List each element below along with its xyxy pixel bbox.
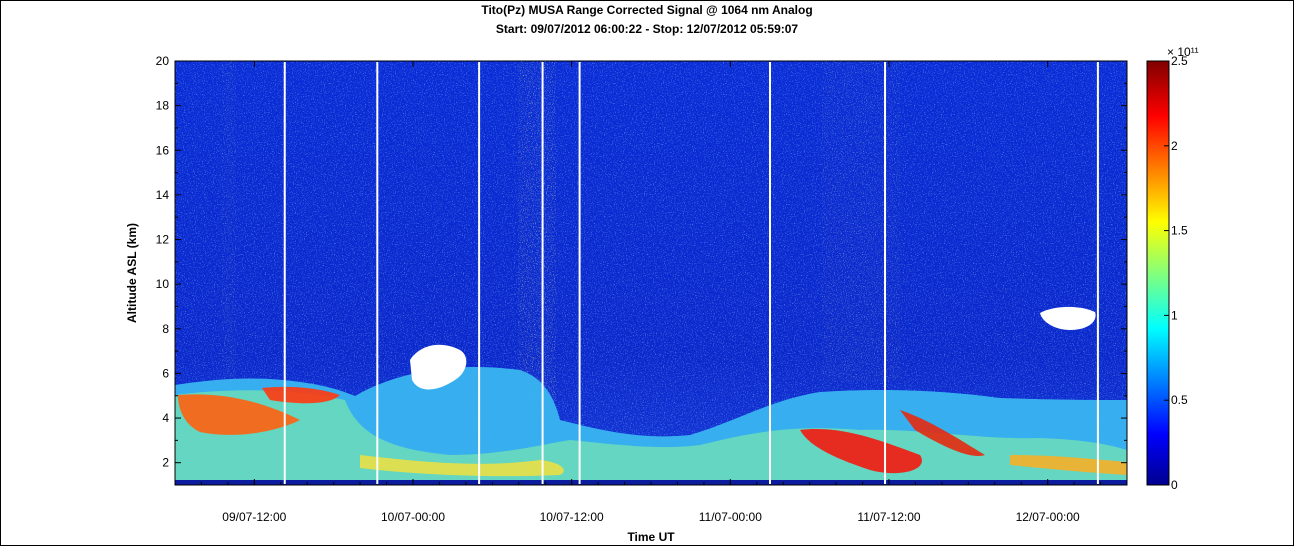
x-tick-label: 11/07-00:00	[699, 510, 762, 524]
x-axis: 09/07-12:00 10/07-00:00 10/07-12:00 11/07-0…	[174, 61, 1128, 524]
noise-band-3	[222, 61, 236, 381]
x-tick-label: 09/07-12:00	[222, 510, 286, 524]
data-gaps	[283, 62, 1099, 484]
y-tick-label: 10	[156, 277, 170, 291]
x-tick-label: 11/07-12:00	[857, 510, 920, 524]
aerosol-layer-red	[800, 429, 922, 474]
noise-band-1	[518, 61, 556, 401]
colorbar-axis: 0 0.5 1 1.5 2 2.5	[1164, 54, 1188, 492]
colorbar-tick-label: 1.5	[1171, 224, 1188, 238]
aerosol-layer-orange-1	[178, 394, 300, 435]
colorbar-tick-label: 2.5	[1171, 54, 1188, 68]
x-tick-label: 12/07-00:00	[1016, 510, 1080, 524]
colorbar-tick-label: 0	[1171, 478, 1178, 492]
y-tick-label: 18	[156, 99, 170, 113]
x-tick-label: 10/07-00:00	[381, 510, 445, 524]
y-tick-label: 16	[156, 143, 170, 157]
aerosol-layer-yellow	[360, 455, 564, 477]
y-tick-label: 20	[156, 54, 170, 68]
y-tick-label: 4	[162, 411, 169, 425]
colorbar-tick-label: 2	[1171, 139, 1178, 153]
x-tick-label: 10/07-12:00	[540, 510, 604, 524]
x-axis-title: Time UT	[627, 530, 675, 544]
colorbar	[1146, 60, 1170, 486]
colorbar-exponent: × 10¹¹	[1167, 45, 1199, 59]
y-tick-label: 6	[162, 366, 169, 380]
y-tick-label: 12	[156, 233, 170, 247]
y-tick-label: 2	[162, 456, 169, 470]
cloud-1	[410, 344, 467, 390]
y-tick-label: 8	[162, 322, 169, 336]
aerosol-layer-orange-2	[262, 386, 340, 404]
y-axis: 2 4 6 8 10 12 14 16 18 20	[156, 54, 1127, 486]
y-axis-title: Altitude ASL (km)	[125, 223, 139, 323]
chart-title: Tito(Pz) MUSA Range Corrected Signal @ 1…	[481, 3, 813, 17]
y-tick-label: 14	[156, 188, 170, 202]
colorbar-tick-label: 0.5	[1171, 393, 1188, 407]
heatmap	[175, 61, 1127, 485]
aerosol-layer-red-2	[900, 410, 985, 456]
noise-band-2	[822, 61, 900, 381]
chart-subtitle: Start: 09/07/2012 06:00:22 - Stop: 12/07…	[495, 22, 799, 36]
cloud-2	[1040, 306, 1096, 330]
colorbar-tick-label: 1	[1171, 308, 1178, 322]
